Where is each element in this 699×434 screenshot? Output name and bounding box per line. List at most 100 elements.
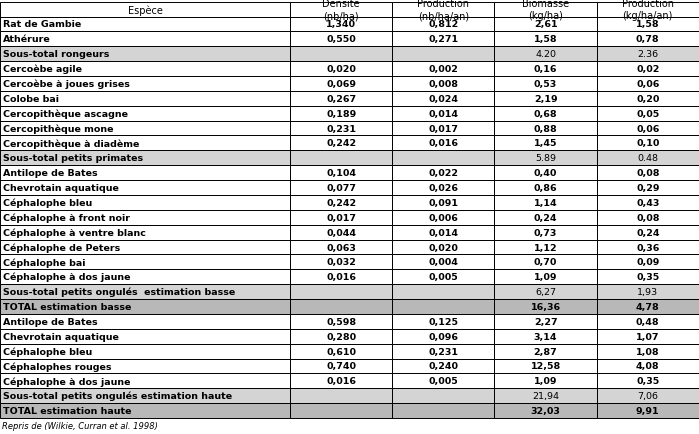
Bar (392, 210, 494, 225)
Text: 0,091: 0,091 (428, 198, 459, 207)
Bar (597, 151, 699, 166)
Text: 0,24: 0,24 (636, 228, 660, 237)
Bar (597, 122, 699, 136)
Bar (290, 358, 392, 374)
Text: Sous-total petits ongulés  estimation basse: Sous-total petits ongulés estimation bas… (3, 287, 236, 297)
Bar (290, 225, 392, 240)
Bar (597, 240, 699, 255)
Bar (290, 210, 392, 225)
Bar (392, 403, 494, 418)
Text: 0,063: 0,063 (326, 243, 356, 252)
Bar (392, 358, 494, 374)
Text: 4,78: 4,78 (636, 302, 660, 311)
Bar (0, 270, 290, 285)
Bar (597, 388, 699, 403)
Text: Céphalophe à front noir: Céphalophe à front noir (3, 213, 130, 223)
Text: 0,35: 0,35 (636, 376, 659, 385)
Text: 0,06: 0,06 (636, 80, 659, 89)
Text: 0,231: 0,231 (326, 124, 356, 133)
Text: 0,36: 0,36 (636, 243, 659, 252)
Bar (290, 255, 392, 270)
Text: 0,006: 0,006 (428, 213, 459, 222)
Text: 0,005: 0,005 (428, 376, 459, 385)
Text: 0,40: 0,40 (534, 169, 557, 178)
Text: 1,45: 1,45 (534, 139, 557, 148)
Text: 1,93: 1,93 (637, 287, 658, 296)
Bar (494, 329, 597, 344)
Bar (290, 285, 392, 299)
Bar (290, 151, 392, 166)
Bar (392, 329, 494, 344)
Bar (290, 122, 392, 136)
Bar (392, 181, 494, 196)
Bar (392, 299, 494, 314)
Bar (494, 77, 597, 92)
Bar (0, 358, 290, 374)
Text: Production
(kg/ha/an): Production (kg/ha/an) (622, 0, 674, 21)
Text: 0,096: 0,096 (428, 332, 459, 341)
Text: 0,86: 0,86 (534, 184, 557, 193)
Bar (597, 106, 699, 122)
Text: 0,05: 0,05 (636, 109, 659, 118)
Text: 0,016: 0,016 (428, 139, 459, 148)
Bar (494, 240, 597, 255)
Text: Sous-total rongeurs: Sous-total rongeurs (3, 50, 109, 59)
Bar (494, 33, 597, 47)
Bar (392, 106, 494, 122)
Text: 0,008: 0,008 (428, 80, 459, 89)
Text: Céphalophe à dos jaune: Céphalophe à dos jaune (3, 376, 131, 386)
Bar (290, 181, 392, 196)
Bar (392, 270, 494, 285)
Bar (290, 47, 392, 62)
Bar (290, 403, 392, 418)
Bar (290, 374, 392, 388)
Bar (290, 240, 392, 255)
Text: 0,610: 0,610 (326, 347, 356, 356)
Bar (0, 240, 290, 255)
Text: Densité
(nb/ha): Densité (nb/ha) (322, 0, 360, 21)
Bar (392, 77, 494, 92)
Bar (290, 92, 392, 106)
Bar (392, 285, 494, 299)
Bar (290, 196, 392, 210)
Bar (0, 255, 290, 270)
Bar (290, 344, 392, 358)
Bar (0, 136, 290, 151)
Text: Sous-total petits primates: Sous-total petits primates (3, 154, 143, 163)
Text: 0,017: 0,017 (428, 124, 459, 133)
Bar (494, 122, 597, 136)
Bar (597, 47, 699, 62)
Text: 0,022: 0,022 (428, 169, 459, 178)
Bar (290, 17, 392, 33)
Text: 0,026: 0,026 (428, 184, 459, 193)
Bar (0, 329, 290, 344)
Text: 0,016: 0,016 (326, 376, 356, 385)
Bar (494, 136, 597, 151)
Bar (392, 255, 494, 270)
Bar (0, 210, 290, 225)
Text: TOTAL estimation basse: TOTAL estimation basse (3, 302, 131, 311)
Bar (597, 374, 699, 388)
Bar (494, 196, 597, 210)
Text: Céphalophe à dos jaune: Céphalophe à dos jaune (3, 273, 131, 282)
Bar (392, 166, 494, 181)
Bar (392, 196, 494, 210)
Text: Chevrotain aquatique: Chevrotain aquatique (3, 332, 119, 341)
Text: 0,069: 0,069 (326, 80, 356, 89)
Bar (494, 270, 597, 285)
Bar (494, 225, 597, 240)
Text: 0,267: 0,267 (326, 95, 356, 104)
Bar (0, 181, 290, 196)
Text: 0,240: 0,240 (428, 362, 459, 371)
Text: 1,58: 1,58 (534, 35, 557, 44)
Bar (597, 299, 699, 314)
Bar (494, 151, 597, 166)
Bar (597, 92, 699, 106)
Text: 0,68: 0,68 (534, 109, 557, 118)
Text: 1,09: 1,09 (534, 273, 557, 282)
Text: 5.89: 5.89 (535, 154, 556, 163)
Bar (494, 285, 597, 299)
Bar (597, 344, 699, 358)
Text: 0,104: 0,104 (326, 169, 356, 178)
Bar (290, 62, 392, 77)
